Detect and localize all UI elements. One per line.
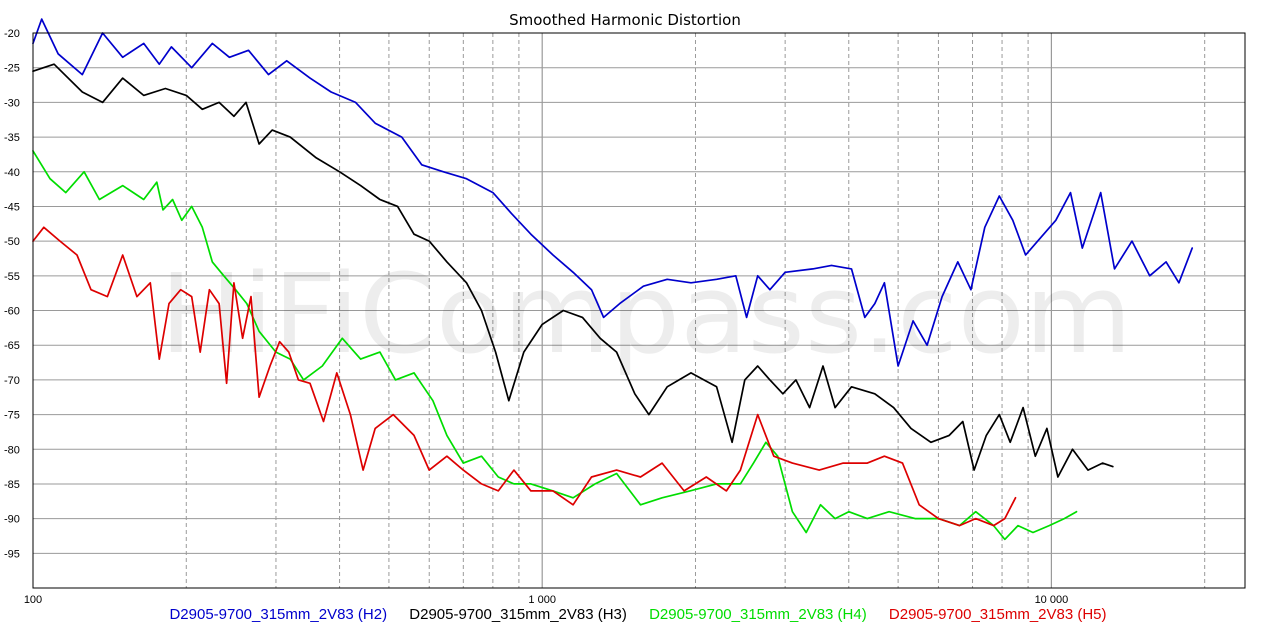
- y-tick-label: -70: [4, 375, 20, 387]
- series-line-h3: [32, 63, 1114, 478]
- legend-entry-h4: D2905-9700_315mm_2V83 (H4): [649, 606, 867, 623]
- y-tick-label: -65: [4, 340, 20, 352]
- y-tick-label: -95: [4, 548, 20, 560]
- chart-title: Smoothed Harmonic Distortion: [509, 11, 741, 29]
- legend: D2905-9700_315mm_2V83 (H2) D2905-9700_31…: [0, 606, 1276, 623]
- y-tick-label: -50: [4, 236, 20, 248]
- series-line-h2: [32, 18, 1194, 367]
- y-tick-label: -75: [4, 410, 20, 422]
- series-line-h5: [32, 226, 1017, 527]
- x-tick-label: 100: [24, 594, 42, 606]
- y-tick-label: -40: [4, 167, 20, 179]
- watermark-text: HiFiCompass.com: [160, 250, 1132, 378]
- legend-entry-h5: D2905-9700_315mm_2V83 (H5): [888, 606, 1107, 623]
- legend-entry-h3: D2905-9700_315mm_2V83 (H3): [409, 606, 627, 623]
- y-tick-label: -45: [4, 201, 20, 213]
- grid: [33, 33, 1245, 588]
- x-tick-label: 1 000: [528, 594, 556, 606]
- y-tick-label: -60: [4, 306, 20, 318]
- y-tick-label: -25: [4, 63, 20, 75]
- tick-labels: -20 -25 -30 -35 -40 -45 -50 -55 -60 -65 -70 -75 -80 -…: [4, 28, 1068, 606]
- legend-entry-h2: D2905-9700_315mm_2V83 (H2): [169, 606, 388, 623]
- y-tick-label: -85: [4, 479, 20, 491]
- y-tick-label: -20: [4, 28, 20, 40]
- plot-frame: [32, 32, 1246, 589]
- y-tick-label: -55: [4, 271, 20, 283]
- y-tick-label: -80: [4, 444, 20, 456]
- y-tick-label: -35: [4, 132, 20, 144]
- y-tick-label: -30: [4, 97, 20, 109]
- x-tick-label: 10 000: [1035, 594, 1069, 606]
- y-tick-label: -90: [4, 514, 20, 526]
- series-group: [32, 18, 1194, 541]
